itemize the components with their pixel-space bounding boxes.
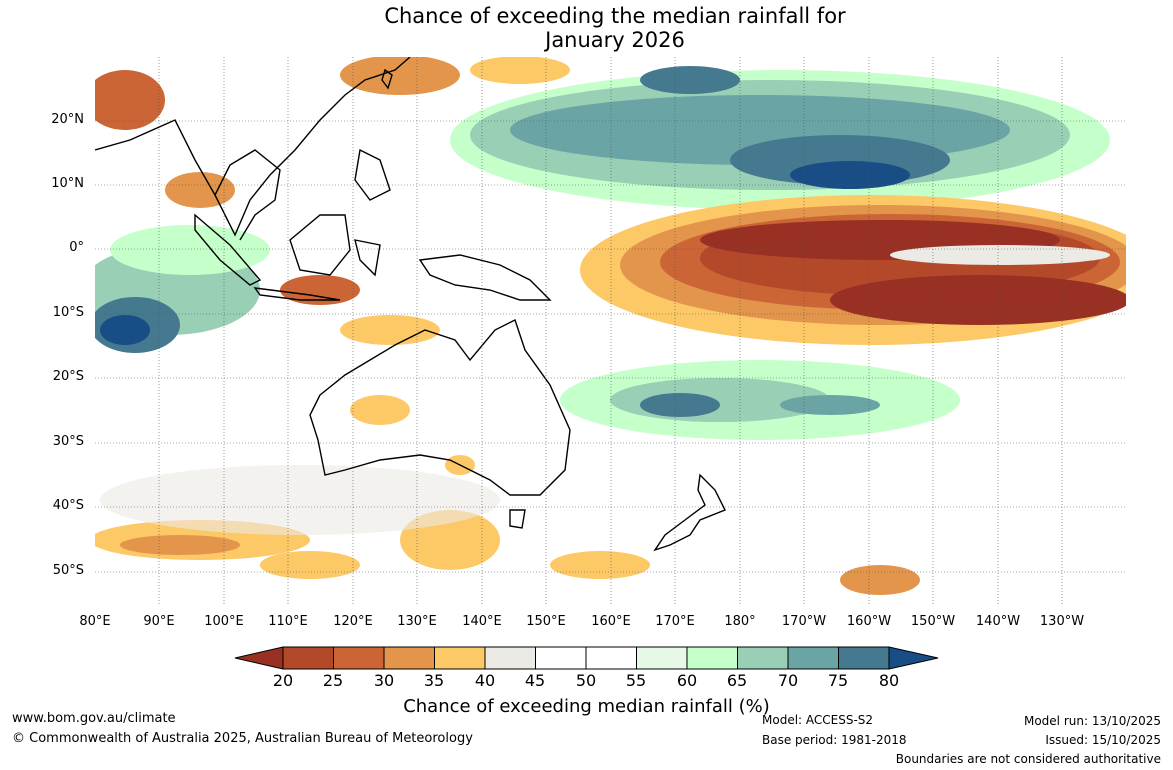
sumatra-outline xyxy=(194,213,262,286)
colorbar-label-60: 60 xyxy=(676,671,698,690)
footer-model: Model: ACCESS-S2 xyxy=(762,713,874,727)
colorbar-label-80: 80 xyxy=(878,671,900,690)
colorbar-swatch xyxy=(383,646,435,670)
wet-anomaly-indian-ocean xyxy=(95,225,270,353)
colorbar-label-35: 35 xyxy=(423,671,445,690)
asia-outline xyxy=(95,57,411,237)
lat-label-10s: 10°S xyxy=(52,305,84,320)
colorbar-label-65: 65 xyxy=(726,671,748,690)
lon-label-140e: 140°E xyxy=(462,614,502,629)
footer-copyright: © Commonwealth of Australia 2025, Austra… xyxy=(12,731,473,746)
lon-label-170w: 170°W xyxy=(781,614,827,629)
footer-model-run: Model run: 13/10/2025 xyxy=(1023,714,1161,728)
lon-label-90e: 90°E xyxy=(143,614,175,629)
lat-label-20n: 20°N xyxy=(51,112,84,127)
colorbar-swatch xyxy=(535,646,587,670)
colorbar-title: Chance of exceeding median rainfall (%) xyxy=(403,696,770,717)
colorbar-label-75: 75 xyxy=(827,671,849,690)
colorbar-extend-low xyxy=(234,646,284,670)
colorbar-label-55: 55 xyxy=(625,671,647,690)
colorbar-swatch xyxy=(838,646,890,670)
colorbar-label-25: 25 xyxy=(322,671,344,690)
lat-label-50s: 50°S xyxy=(52,563,84,578)
lat-label-30s: 30°S xyxy=(52,434,84,449)
lon-label-170e: 170°E xyxy=(655,614,695,629)
java-outline xyxy=(253,287,341,301)
lon-label-130w: 130°W xyxy=(1039,614,1085,629)
coastlines xyxy=(95,57,726,552)
colorbar-swatch xyxy=(434,646,486,670)
lon-label-100e: 100°E xyxy=(204,614,244,629)
footer-disclaimer: Boundaries are not considered authoritat… xyxy=(895,752,1161,766)
lon-label-150e: 150°E xyxy=(526,614,566,629)
lon-label-160e: 160°E xyxy=(591,614,631,629)
lat-label-40s: 40°S xyxy=(52,498,84,513)
new-zealand-outline xyxy=(653,473,726,552)
footer-issued: Issued: 15/10/2025 xyxy=(1045,733,1161,747)
new-guinea-outline xyxy=(418,254,552,301)
colorbar-swatch xyxy=(636,646,688,670)
colorbar-label-50: 50 xyxy=(575,671,597,690)
tasmania-outline xyxy=(509,509,526,529)
australia-outline xyxy=(309,319,571,496)
lat-label-10n: 10°N xyxy=(51,176,84,191)
graticule xyxy=(95,57,1126,604)
lon-label-120e: 120°E xyxy=(333,614,373,629)
colorbar-swatch xyxy=(787,646,839,670)
rainfall-map xyxy=(95,57,1126,604)
footer-website: www.bom.gov.au/climate xyxy=(12,711,176,726)
dry-anomaly-equatorial-pacific xyxy=(580,195,1126,345)
lat-label-20s: 20°S xyxy=(52,369,84,384)
colorbar-swatch xyxy=(484,646,536,670)
lon-label-160w: 160°W xyxy=(846,614,892,629)
lon-label-130e: 130°E xyxy=(397,614,437,629)
map-title-line1: Chance of exceeding the median rainfall … xyxy=(384,4,846,28)
colorbar-label-70: 70 xyxy=(777,671,799,690)
colorbar-label-45: 45 xyxy=(524,671,546,690)
dry-anomaly-southern-ocean xyxy=(95,395,920,595)
lon-label-80e: 80°E xyxy=(79,614,111,629)
colorbar-swatch xyxy=(333,646,385,670)
lon-label-180: 180° xyxy=(724,614,756,629)
colorbar-swatch xyxy=(585,646,637,670)
colorbar-swatch xyxy=(282,646,334,670)
wet-anomaly-south-pacific xyxy=(560,360,960,440)
colorbar-label-20: 20 xyxy=(272,671,294,690)
lon-label-150w: 150°W xyxy=(910,614,956,629)
colorbar-swatch xyxy=(686,646,738,670)
colorbar-label-40: 40 xyxy=(474,671,496,690)
sulawesi-outline xyxy=(354,239,381,277)
dry-anomaly-southeast-asia xyxy=(95,57,570,345)
colorbar-label-30: 30 xyxy=(373,671,395,690)
wet-anomaly-north-pacific xyxy=(450,66,1110,210)
colorbar-swatch xyxy=(737,646,789,670)
taiwan-outline xyxy=(381,68,393,90)
lon-label-140w: 140°W xyxy=(975,614,1021,629)
colorbar-extend-high xyxy=(888,646,939,670)
map-title-line2: January 2026 xyxy=(545,28,685,52)
borneo-outline xyxy=(289,214,351,276)
lat-label-0: 0° xyxy=(69,240,84,255)
lon-label-110e: 110°E xyxy=(268,614,308,629)
philippines-outline xyxy=(354,148,391,201)
indochina-outline xyxy=(214,149,281,241)
footer-base-period: Base period: 1981-2018 xyxy=(762,733,907,747)
